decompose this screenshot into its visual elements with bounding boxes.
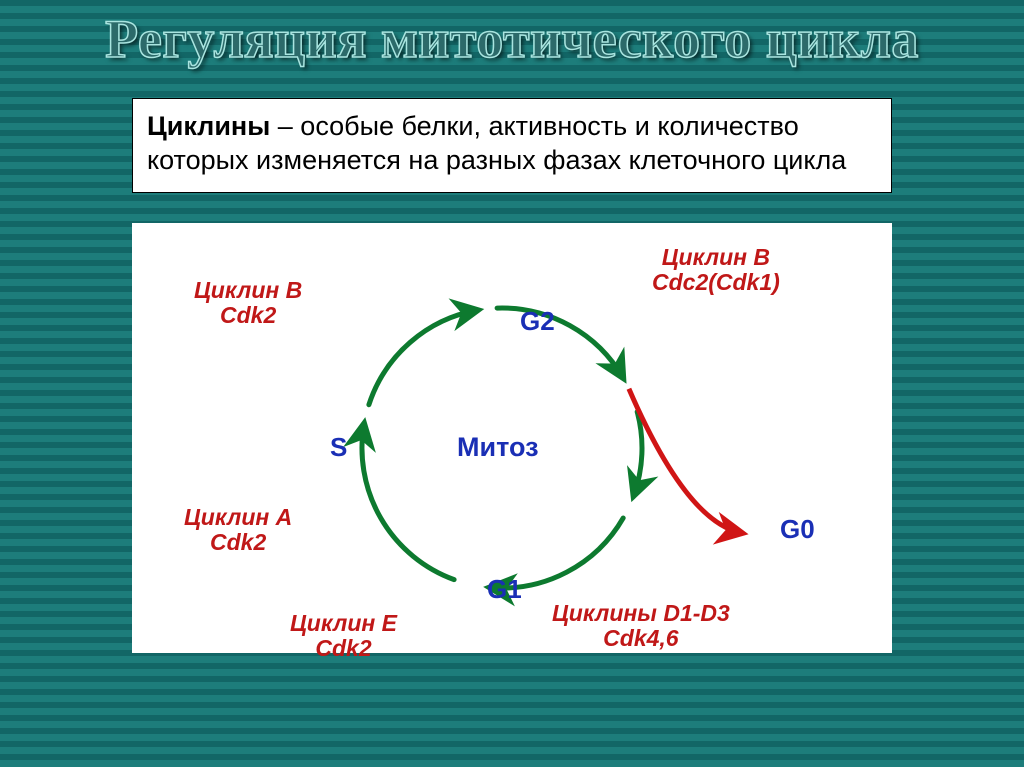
phase-label-g2: G2 <box>520 307 555 336</box>
cyclin-line1: Циклины D1-D3 <box>552 600 730 626</box>
cyclin-line2: Cdk2 <box>210 529 266 555</box>
cyclin-label-b-cdc2: Циклин B Cdc2(Cdk1) <box>652 245 780 296</box>
cyclin-line2: Cdc2(Cdk1) <box>652 269 780 295</box>
cyclin-line1: Циклин B <box>662 244 770 270</box>
definition-term: Циклины <box>147 111 270 141</box>
cyclin-line1: Циклин A <box>184 504 292 530</box>
page-title: Регуляция митотического цикла <box>0 0 1024 72</box>
cycle-diagram: S G2 G1 Митоз G0 Циклин B Cdk2 Циклин B … <box>132 223 892 653</box>
phase-label-s: S <box>330 433 347 462</box>
phase-label-g0: G0 <box>780 515 815 544</box>
cyclin-label-d-cdk46: Циклины D1-D3 Cdk4,6 <box>552 601 730 652</box>
cyclin-line1: Циклин E <box>290 610 397 636</box>
cyclin-line2: Cdk2 <box>220 302 276 328</box>
cyclin-label-b-cdk2: Циклин B Cdk2 <box>194 278 302 329</box>
definition-box: Циклины – особые белки, активность и кол… <box>132 98 892 193</box>
cyclin-line1: Циклин B <box>194 277 302 303</box>
cyclin-line2: Cdk4,6 <box>603 625 678 651</box>
phase-label-g1: G1 <box>487 575 522 604</box>
phase-label-mitoz: Митоз <box>457 433 539 463</box>
cyclin-label-a-cdk2: Циклин A Cdk2 <box>184 505 292 556</box>
cyclin-label-e-cdk2: Циклин E Cdk2 <box>290 611 397 662</box>
cyclin-line2: Cdk2 <box>315 635 371 661</box>
